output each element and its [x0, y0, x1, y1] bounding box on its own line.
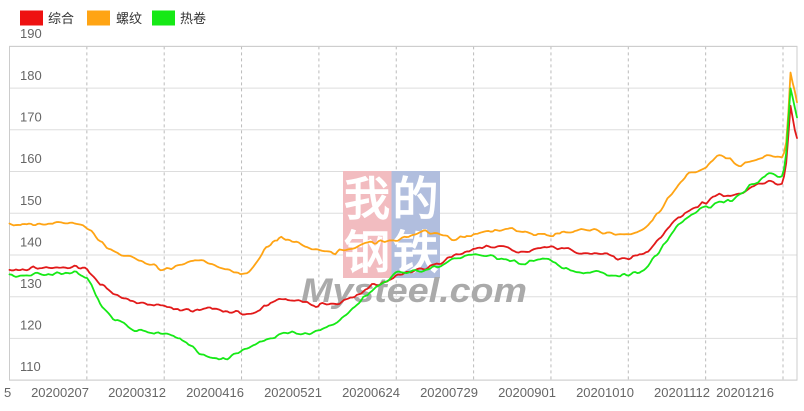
svg-text:20201112: 20201112 — [654, 385, 710, 400]
svg-text:20200312: 20200312 — [108, 385, 166, 400]
svg-text:20200521: 20200521 — [264, 385, 322, 400]
svg-text:20200624: 20200624 — [342, 385, 400, 400]
svg-text:热卷: 热卷 — [180, 11, 206, 26]
svg-text:20201216: 20201216 — [716, 385, 774, 400]
svg-text:我: 我 — [344, 173, 390, 225]
svg-text:20200901: 20200901 — [498, 385, 556, 400]
svg-text:140: 140 — [20, 235, 42, 250]
svg-text:20200207: 20200207 — [31, 385, 89, 400]
svg-text:120: 120 — [20, 318, 42, 333]
svg-text:170: 170 — [20, 110, 42, 125]
svg-text:20201010: 20201010 — [576, 385, 634, 400]
svg-text:160: 160 — [20, 151, 42, 166]
svg-text:150: 150 — [20, 193, 42, 208]
svg-text:的: 的 — [393, 173, 439, 225]
svg-text:钢: 钢 — [344, 227, 390, 279]
svg-text:20200416: 20200416 — [186, 385, 244, 400]
svg-text:130: 130 — [20, 276, 42, 291]
svg-text:190: 190 — [20, 26, 42, 41]
svg-text:螺纹: 螺纹 — [116, 11, 142, 26]
svg-text:180: 180 — [20, 68, 42, 83]
svg-text:20200729: 20200729 — [420, 385, 478, 400]
svg-text:110: 110 — [20, 359, 41, 374]
svg-text:综合: 综合 — [48, 11, 74, 26]
svg-text:5: 5 — [4, 385, 11, 400]
